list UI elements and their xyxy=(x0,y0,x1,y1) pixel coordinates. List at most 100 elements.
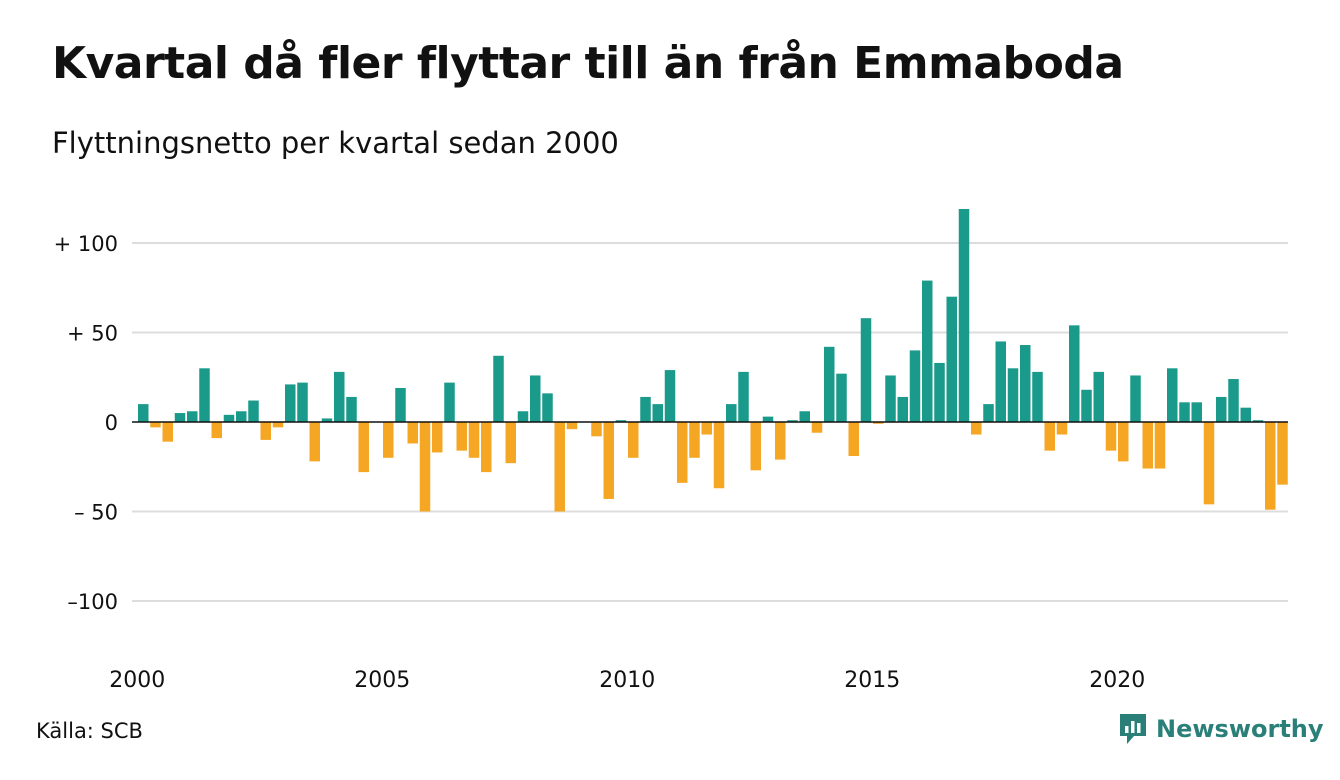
bar xyxy=(615,420,627,422)
bar xyxy=(677,422,688,483)
bar xyxy=(1118,422,1129,462)
bar xyxy=(787,420,798,422)
bar xyxy=(836,373,847,422)
bar xyxy=(591,422,602,437)
bar xyxy=(652,404,663,422)
bar xyxy=(358,422,369,473)
bar xyxy=(1081,389,1092,422)
bar xyxy=(395,387,406,422)
bar xyxy=(566,422,578,430)
bar xyxy=(174,413,186,422)
bar xyxy=(162,422,173,442)
bar xyxy=(1032,371,1043,422)
bar xyxy=(1105,422,1117,451)
bar xyxy=(554,422,565,512)
bar xyxy=(1154,422,1166,469)
bar xyxy=(309,422,320,462)
bar xyxy=(505,422,516,464)
bar xyxy=(236,411,247,422)
bar xyxy=(321,418,333,422)
bar xyxy=(456,422,467,451)
grid-lines xyxy=(132,242,1288,602)
bar xyxy=(285,384,296,422)
bar xyxy=(272,422,284,428)
bar xyxy=(1228,379,1239,422)
brand-name: Newsworthy xyxy=(1156,715,1324,743)
bar xyxy=(1044,422,1055,451)
y-tick-label: + 100 xyxy=(54,232,118,256)
bar xyxy=(897,396,908,422)
bar-chart: + 100 + 50 0 – 50 –100 2000 2005 2010 2015 2020 xyxy=(54,208,1288,693)
bar xyxy=(517,411,529,422)
bar xyxy=(334,371,345,422)
bar xyxy=(628,422,639,458)
bar xyxy=(1191,402,1202,422)
bar xyxy=(1142,422,1153,469)
x-tick-label: 2015 xyxy=(844,668,900,693)
bar xyxy=(1130,375,1141,422)
bar xyxy=(1179,402,1190,422)
bar xyxy=(260,422,271,440)
x-tick-label: 2010 xyxy=(599,668,655,693)
bar xyxy=(248,400,259,422)
bar xyxy=(995,341,1006,422)
bar xyxy=(701,422,712,435)
bar xyxy=(664,370,676,422)
bar xyxy=(848,422,859,457)
x-tick-labels: 2000 2005 2010 2015 2020 xyxy=(109,668,1145,693)
bar xyxy=(726,404,737,422)
newsworthy-logo-icon xyxy=(1120,714,1146,744)
bar xyxy=(1277,422,1288,485)
y-tick-labels: + 100 + 50 0 – 50 –100 xyxy=(54,232,118,614)
bar xyxy=(603,422,614,499)
x-tick-label: 2020 xyxy=(1089,668,1145,693)
y-tick-label: – 50 xyxy=(74,501,118,525)
bar xyxy=(1069,325,1080,422)
bar xyxy=(824,346,835,422)
bar xyxy=(346,396,357,422)
bar xyxy=(1252,420,1264,422)
bar xyxy=(419,422,431,512)
bar xyxy=(1056,422,1068,435)
bar xyxy=(1216,396,1227,422)
bar xyxy=(407,422,418,444)
brand[interactable]: Newsworthy xyxy=(1118,712,1324,746)
chart-subtitle: Flyttningsnetto per kvartal sedan 2000 xyxy=(52,126,619,160)
y-tick-label: 0 xyxy=(105,411,118,435)
bar xyxy=(713,422,725,489)
bar xyxy=(481,422,492,473)
bar xyxy=(775,422,786,460)
bar xyxy=(762,416,774,422)
bar xyxy=(468,422,480,458)
y-tick-label: + 50 xyxy=(67,322,118,346)
bar xyxy=(1203,422,1215,505)
bar xyxy=(138,404,149,422)
bar xyxy=(211,422,222,439)
bar xyxy=(1265,422,1276,510)
y-tick-label: –100 xyxy=(67,590,118,614)
bar xyxy=(811,422,823,433)
bar xyxy=(432,422,443,453)
chart-title: Kvartal då fler flyttar till än från Emm… xyxy=(52,38,1124,89)
source-label: Källa: SCB xyxy=(36,719,143,743)
bar xyxy=(297,382,308,422)
bar xyxy=(1240,407,1251,422)
bars xyxy=(138,208,1288,512)
bar xyxy=(150,422,161,428)
bar xyxy=(738,371,749,422)
bar xyxy=(383,422,394,458)
bar xyxy=(530,375,541,422)
bar xyxy=(199,368,210,422)
bar xyxy=(542,393,553,422)
bar xyxy=(223,414,235,422)
bar xyxy=(750,422,761,471)
bar xyxy=(1093,371,1104,422)
bar xyxy=(860,318,872,422)
bar xyxy=(909,350,921,422)
bar xyxy=(1167,368,1178,422)
bar xyxy=(946,296,957,422)
bar xyxy=(958,208,970,422)
bar xyxy=(689,422,700,458)
bar xyxy=(934,362,945,422)
bar xyxy=(799,411,810,422)
